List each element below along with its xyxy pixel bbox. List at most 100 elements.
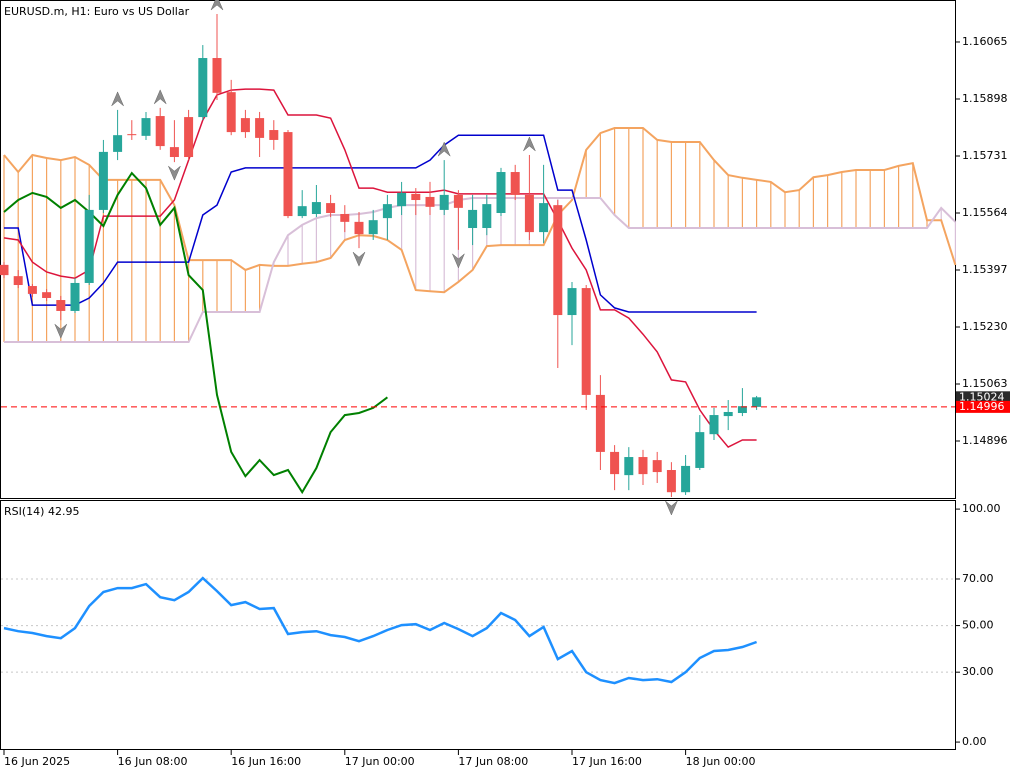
fractal-down	[352, 251, 366, 267]
candle-body	[382, 204, 392, 219]
candle-body	[84, 209, 94, 283]
candle-body	[411, 193, 421, 201]
candle-body	[13, 276, 23, 286]
y-tick-label: 1.15898	[962, 92, 1008, 105]
candle-body	[354, 221, 364, 235]
fractal-down	[665, 500, 678, 516]
y-tick-label: 1.15063	[962, 377, 1008, 390]
price-label-box	[956, 400, 1010, 413]
y-tick-label: 0.00	[962, 735, 987, 748]
candle-body	[723, 411, 733, 417]
fractal-up	[523, 136, 536, 152]
kijun-line	[4, 134, 757, 313]
y-tick-label: 1.15731	[962, 149, 1008, 162]
candle-body	[496, 172, 506, 213]
x-tick-label: 16 Jun 08:00	[118, 755, 188, 768]
candle-body	[212, 58, 222, 93]
candle-body	[297, 206, 307, 217]
fractal-down	[452, 253, 465, 269]
candle-body	[468, 209, 478, 229]
tenkan-line	[3, 88, 757, 449]
y-tick-label: 1.16065	[962, 35, 1008, 48]
x-tick-label: 16 Jun 2025	[4, 755, 70, 768]
candle-body	[666, 470, 676, 493]
y-tick-label: 1.15564	[962, 206, 1008, 219]
candle-body	[539, 203, 549, 233]
span-b-line	[4, 197, 957, 343]
candle-body	[709, 415, 719, 435]
rsi-panel-frame	[0, 500, 956, 750]
candle-body	[283, 132, 293, 217]
fractal-up	[111, 91, 124, 107]
candle-body	[737, 406, 747, 414]
candle-body	[311, 202, 321, 215]
y-tick-label: 100.00	[962, 502, 1001, 515]
candle-body	[113, 135, 123, 152]
candle-body	[624, 457, 634, 476]
candle-body	[581, 288, 591, 395]
rsi-title: RSI(14) 42.95	[4, 505, 79, 518]
candle-body	[610, 451, 620, 475]
candle-body	[326, 203, 336, 213]
x-tick-label: 17 Jun 00:00	[345, 755, 415, 768]
candle-body	[482, 204, 492, 229]
price-label-box	[956, 391, 1010, 404]
candle-body	[27, 286, 37, 294]
span-a-line	[3, 127, 957, 294]
x-tick-label: 17 Jun 16:00	[572, 755, 642, 768]
fractal-down	[168, 165, 181, 181]
candle-body	[368, 220, 378, 235]
candle-body	[397, 192, 407, 207]
y-tick-label: 1.14896	[962, 434, 1008, 447]
y-tick-label: 30.00	[962, 665, 994, 678]
candle-body	[42, 292, 52, 298]
candle-body	[226, 92, 236, 133]
candle-body	[155, 116, 165, 147]
candle-body	[127, 134, 137, 136]
candle-body	[141, 118, 151, 136]
candle-body	[56, 300, 66, 311]
candle-body	[652, 460, 662, 473]
candle-body	[524, 194, 534, 233]
price-label: 1.14996	[959, 400, 1005, 413]
y-tick-label: 1.15397	[962, 263, 1008, 276]
candle-body	[453, 194, 463, 208]
candle-body	[340, 214, 350, 222]
fractal-down	[54, 323, 68, 339]
main-panel-frame	[0, 0, 956, 499]
fractal-up	[153, 89, 167, 105]
candle-body	[439, 194, 449, 210]
candle-body	[681, 465, 691, 493]
candle-body	[0, 264, 9, 276]
chart-title: EURUSD.m, H1: Euro vs US Dollar	[4, 5, 190, 18]
chikou-line	[3, 171, 388, 495]
candle-body	[553, 205, 563, 316]
candle-body	[184, 117, 194, 158]
x-tick-label: 17 Jun 08:00	[458, 755, 528, 768]
y-tick-label: 50.00	[962, 619, 994, 632]
candle-body	[98, 151, 108, 210]
candle-body	[240, 118, 250, 133]
candle-body	[269, 130, 279, 140]
candle-body	[198, 58, 208, 118]
candle-body	[510, 172, 520, 195]
candle-body	[425, 196, 435, 207]
candle-body	[752, 397, 762, 407]
x-tick-label: 18 Jun 00:00	[686, 755, 756, 768]
candle-body	[169, 147, 179, 158]
y-tick-label: 70.00	[962, 572, 994, 585]
candle-body	[695, 432, 705, 468]
rsi-line	[3, 576, 758, 685]
plot-layer: 1.16065 1.15898 1.15731 1.15564 1.15397 1.152…	[0, 0, 1010, 768]
x-tick-label: 16 Jun 16:00	[231, 755, 301, 768]
candle-body	[567, 288, 577, 316]
y-tick-label: 1.15230	[962, 320, 1008, 333]
candle-body	[638, 457, 648, 475]
fractal-up	[437, 141, 451, 157]
candle-body	[70, 282, 80, 311]
candle-body	[255, 118, 265, 138]
fractal-up	[210, 0, 224, 11]
candle-body	[595, 394, 605, 452]
